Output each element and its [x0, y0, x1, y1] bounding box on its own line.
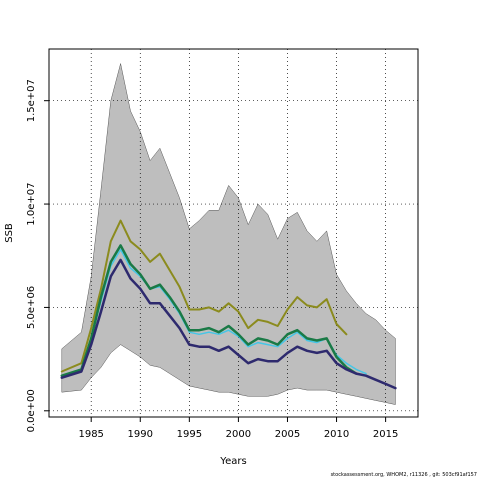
x-tick-label: 2000: [226, 429, 251, 440]
x-tick-label: 2005: [275, 429, 300, 440]
series-line-3: [60, 244, 358, 377]
plot-frame: [48, 48, 419, 418]
series-line-2: [61, 248, 367, 377]
series-line-1: [60, 219, 348, 373]
x-tick-label: 1990: [128, 429, 153, 440]
y-axis-label: SSB: [4, 223, 15, 243]
series-line-4: [60, 258, 397, 390]
axis-layer: 1985 1990 1995 2000 2005 2010 2015 0.0e+00 5.0e+…: [26, 79, 398, 440]
confidence-band: [61, 63, 396, 405]
x-axis-label: Years: [219, 456, 246, 467]
x-tick-label: 2015: [373, 429, 398, 440]
grid-layer: [49, 49, 418, 417]
y-tick-label: 1.5e+07: [26, 79, 37, 122]
x-tick-label: 1985: [78, 429, 103, 440]
y-tick-label: 1.0e+07: [26, 183, 37, 226]
x-tick-label: 2010: [324, 429, 349, 440]
confidence-band-layer: [61, 63, 396, 405]
x-tick-label: 1995: [177, 429, 202, 440]
y-tick-label: 5.0e+06: [26, 286, 37, 329]
y-tick-label: 0.0e+00: [26, 389, 37, 432]
source-caption: stockassessment.org, WHOM2, r11326 , git…: [330, 472, 477, 478]
series-layer: [60, 219, 397, 390]
